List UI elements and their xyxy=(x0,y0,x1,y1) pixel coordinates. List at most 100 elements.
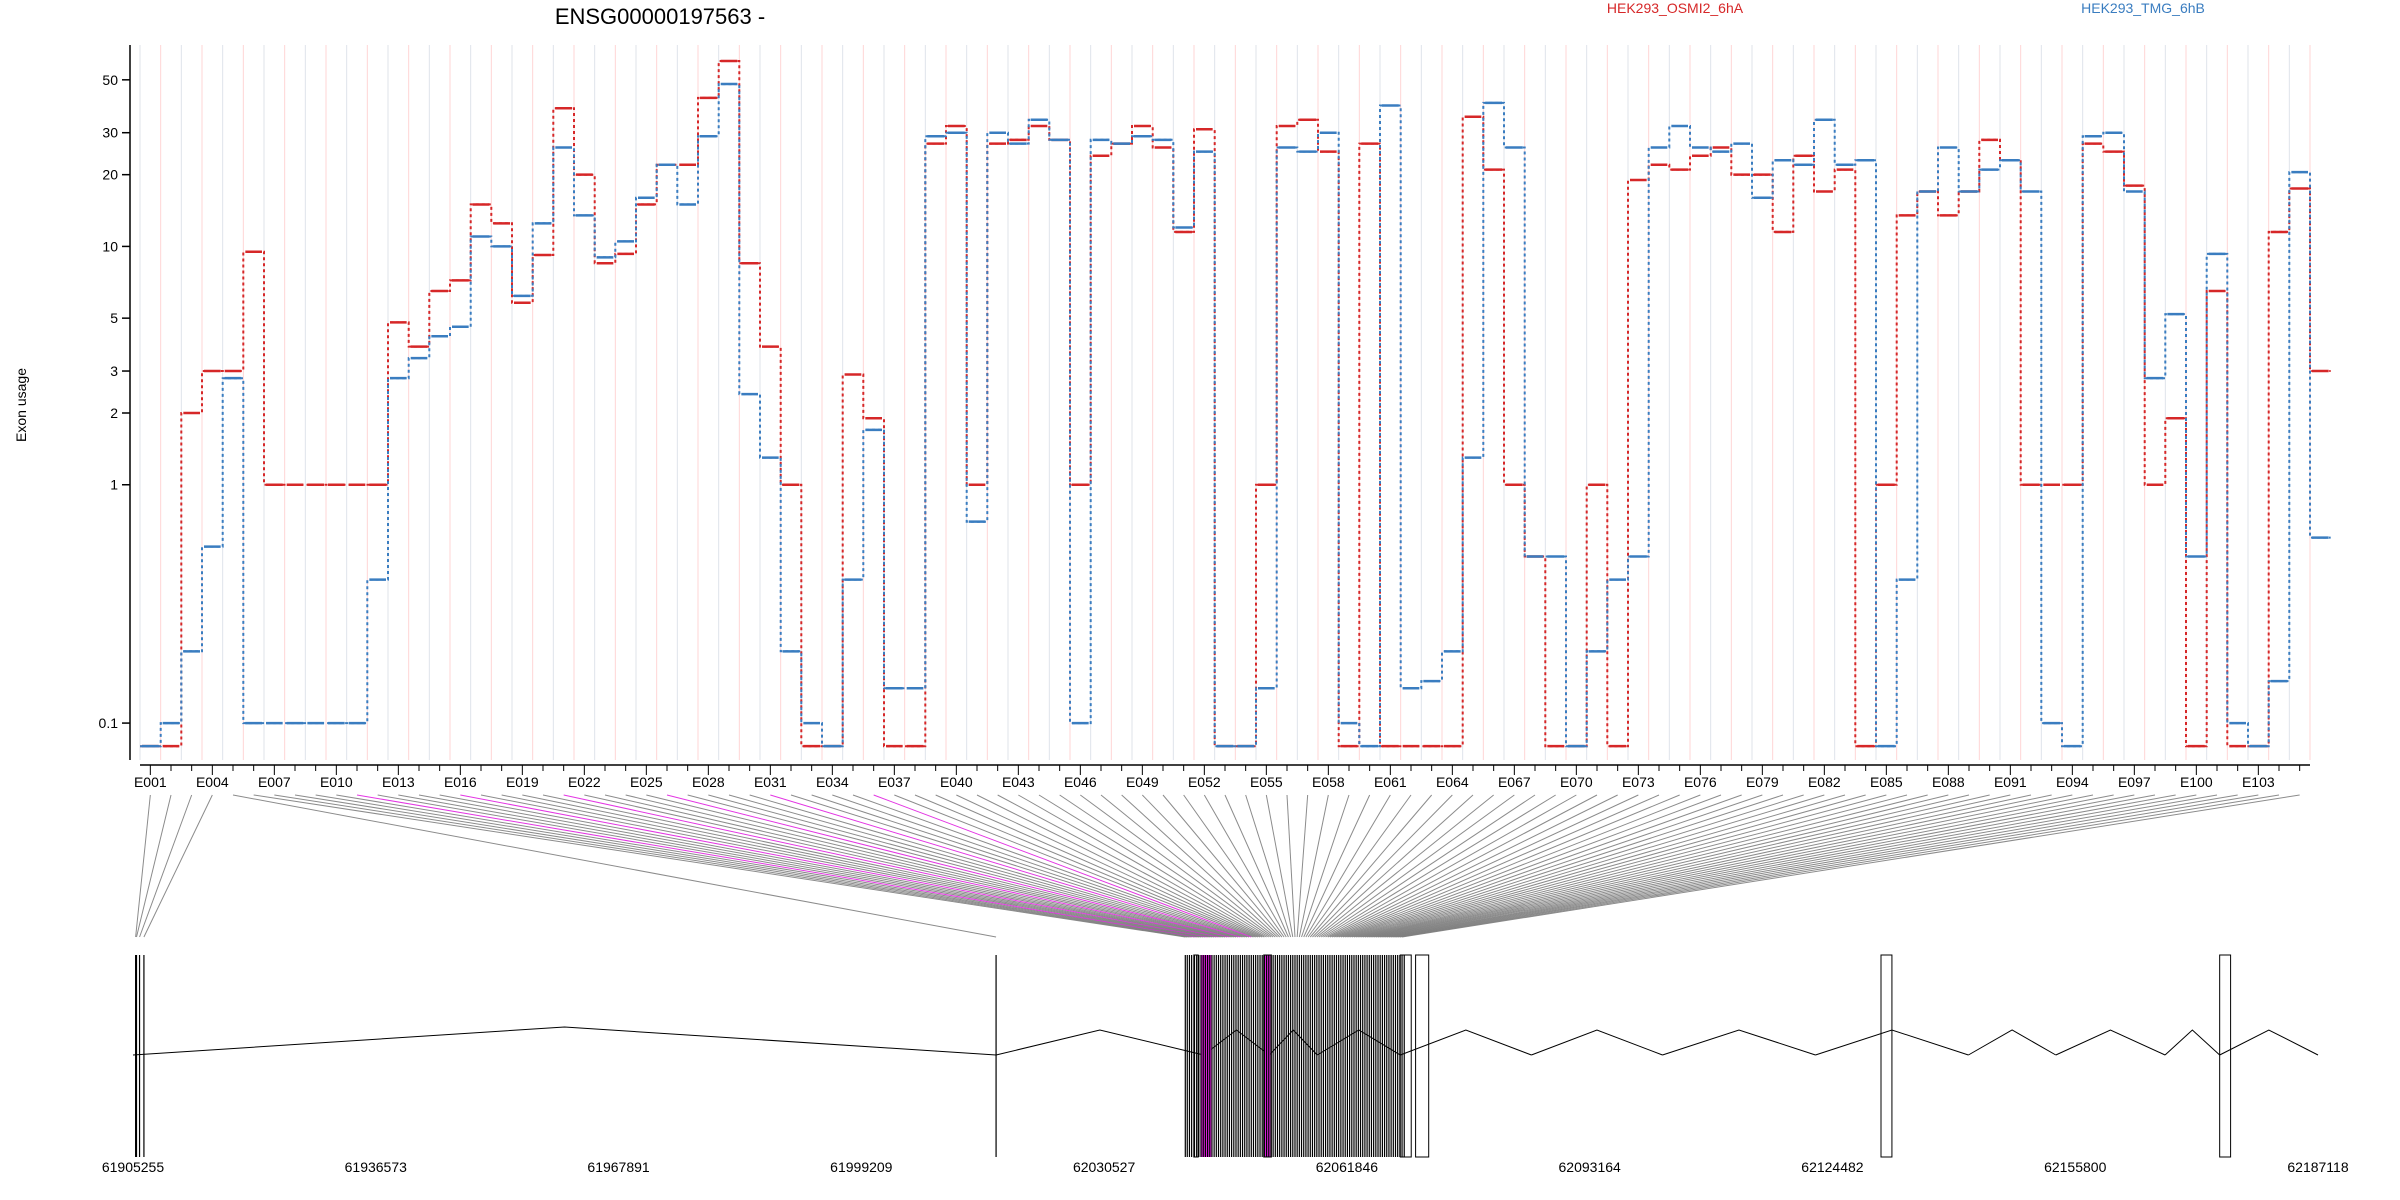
x-tick-label: E007 xyxy=(258,774,291,790)
x-axis: E001 E004 E007 E010 E013 E016 E019 E022 E025 E028… xyxy=(134,764,2310,790)
intron-line xyxy=(132,1026,997,1056)
x-tick-label: E046 xyxy=(1064,774,1097,790)
exon-connector xyxy=(1382,794,2114,938)
x-tick-label: E013 xyxy=(382,774,415,790)
exon-connector xyxy=(873,794,1252,938)
exon-connector xyxy=(1320,794,1536,938)
y-axis-label: Exon usage xyxy=(13,368,29,442)
x-tick-label: E004 xyxy=(196,774,229,790)
exon-connector xyxy=(1100,794,1276,938)
exon-connector xyxy=(1401,794,2300,938)
x-tick-label: E043 xyxy=(1002,774,1035,790)
x-tick-label: E025 xyxy=(630,774,663,790)
exon-connector xyxy=(687,794,1232,938)
exon-connector xyxy=(1380,794,2094,938)
exon-connector xyxy=(522,794,1215,938)
exon-connector xyxy=(646,794,1228,938)
exon-connector xyxy=(1353,794,1846,938)
x-tick-label: E079 xyxy=(1746,774,1779,790)
exon-connector xyxy=(1080,794,1274,938)
exon-connector xyxy=(136,794,172,938)
coordinate-label: 61905255 xyxy=(102,1159,165,1175)
legend-series-a: HEK293_OSMI2_6hA xyxy=(1607,0,1744,16)
exon-connector xyxy=(894,794,1254,938)
x-tick-label: E037 xyxy=(878,774,911,790)
y-tick-label: 2 xyxy=(110,405,118,421)
coordinate-label: 62155800 xyxy=(2044,1159,2107,1175)
exon-connector xyxy=(418,794,1204,938)
y-tick-label: 0.1 xyxy=(99,715,119,731)
exon-connector xyxy=(274,794,1188,938)
x-tick-label: E061 xyxy=(1374,774,1407,790)
x-tick-label: E064 xyxy=(1436,774,1469,790)
exon-connector xyxy=(253,794,1186,938)
coordinate-label: 62030527 xyxy=(1073,1159,1136,1175)
exon-connector xyxy=(1366,794,1970,938)
exon-connector xyxy=(480,794,1210,938)
x-tick-label: E100 xyxy=(2180,774,2213,790)
x-tick-label: E034 xyxy=(816,774,849,790)
exon-connector xyxy=(604,794,1223,938)
coordinate-label: 61999209 xyxy=(830,1159,893,1175)
exon-connector xyxy=(1397,794,2259,938)
x-tick-label: E097 xyxy=(2118,774,2151,790)
exon-connector xyxy=(708,794,1234,938)
coordinate-label: 62124482 xyxy=(1801,1159,1864,1175)
exon-connector xyxy=(1038,794,1270,938)
exon-connector xyxy=(460,794,1208,938)
x-tick-label: E055 xyxy=(1250,774,1283,790)
exon-connector xyxy=(728,794,1237,938)
exon-connector xyxy=(356,794,1197,938)
exon-connector xyxy=(1314,794,1474,938)
exon-box xyxy=(1415,954,1430,1158)
exon-connector xyxy=(1334,794,1660,938)
coordinate-label: 61936573 xyxy=(345,1159,408,1175)
exon-connector xyxy=(1369,794,1990,938)
exon-connector xyxy=(976,794,1263,938)
exon-connector xyxy=(143,794,213,938)
y-axis: 0.1 1 2 3 5 10 20 30 50 xyxy=(99,45,131,760)
exon-connector xyxy=(398,794,1202,938)
x-tick-label: E088 xyxy=(1932,774,1965,790)
exon-connector xyxy=(1358,794,1887,938)
x-tick-label: E028 xyxy=(692,774,725,790)
x-tick-label: E049 xyxy=(1126,774,1159,790)
exon-connector xyxy=(501,794,1213,938)
legend-series-b: HEK293_TMG_6hB xyxy=(2081,0,2205,16)
exon-connector xyxy=(1327,794,1598,938)
x-tick-label: E052 xyxy=(1188,774,1221,790)
exon-connector xyxy=(139,794,193,938)
y-tick-label: 30 xyxy=(102,125,118,141)
exon-connector xyxy=(790,794,1243,938)
y-tick-label: 20 xyxy=(102,167,118,183)
exon-connector xyxy=(625,794,1226,938)
exon-connector xyxy=(1018,794,1267,938)
exon-gridlines xyxy=(139,45,2311,760)
x-tick-label: E103 xyxy=(2242,774,2275,790)
exon-connector xyxy=(811,794,1245,938)
exon-connector xyxy=(935,794,1259,938)
genomic-coordinate-labels: 61905255 61936573 61967891 61999209 62030527… xyxy=(102,1159,2349,1175)
exon-connector xyxy=(1360,794,1908,938)
exon-connector xyxy=(1305,794,1391,938)
exon-connector xyxy=(1386,794,2156,938)
coordinate-label: 61967891 xyxy=(587,1159,650,1175)
x-tick-label: E001 xyxy=(134,774,167,790)
exon-connector xyxy=(852,794,1250,938)
exon-connector xyxy=(770,794,1241,938)
exon-connector xyxy=(1298,794,1329,938)
exon-connector xyxy=(666,794,1230,938)
exon-connector xyxy=(1301,794,1350,938)
exon-connector xyxy=(1303,794,1371,938)
exon-connector xyxy=(336,794,1195,938)
x-tick-label: E085 xyxy=(1870,774,1903,790)
intron-line xyxy=(1968,1029,2057,1056)
exon-connector xyxy=(914,794,1256,938)
exon-connector xyxy=(1356,794,1866,938)
intron-line xyxy=(2055,1029,2166,1056)
y-tick-label: 1 xyxy=(110,477,118,493)
exon-connector xyxy=(1162,794,1283,938)
exon-connector xyxy=(1364,794,1949,938)
exon-connector xyxy=(1059,794,1272,938)
